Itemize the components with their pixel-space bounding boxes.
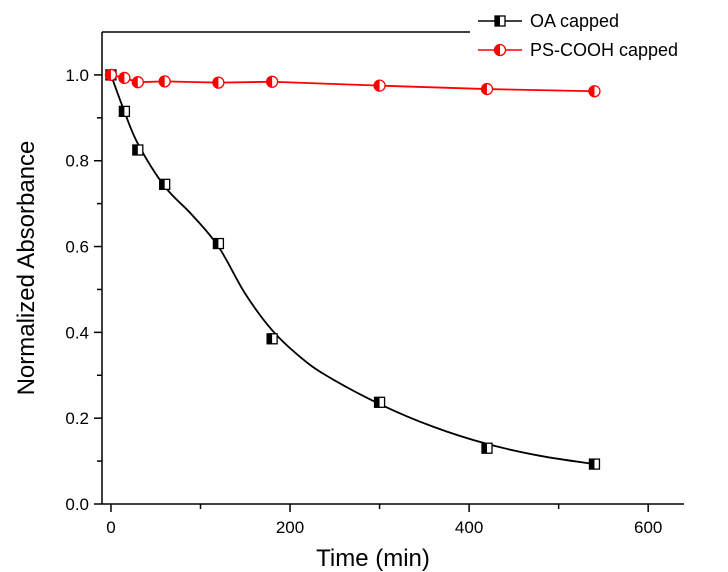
legend-marker-ps xyxy=(493,43,507,57)
data-point-ps-cooh-capped xyxy=(118,71,131,85)
legend-label-ps: PS-COOH capped xyxy=(530,40,678,60)
x-tick-label: 0 xyxy=(106,518,115,537)
series-line-ps-cooh-capped xyxy=(110,74,595,93)
x-axis-ticks: 0 200 400 600 xyxy=(106,504,662,537)
data-point-ps-cooh-capped xyxy=(265,75,279,88)
legend-marker-oa xyxy=(494,15,506,27)
y-tick-label: 0.2 xyxy=(65,409,89,428)
data-point-ps-cooh-capped xyxy=(104,68,118,82)
y-axis-ticks: 0.0 0.2 0.4 0.6 0.8 1.0 xyxy=(65,66,102,514)
x-tick-label: 200 xyxy=(276,518,304,537)
legend-square-marker xyxy=(494,15,506,27)
data-point-oa-capped xyxy=(159,178,171,190)
legend: OA capped PS-COOH capped xyxy=(478,11,678,60)
data-point-ps-cooh-capped xyxy=(158,75,171,88)
data-point-oa-capped xyxy=(588,458,601,470)
x-tick-label: 400 xyxy=(455,518,483,537)
fit-curve-oa-capped xyxy=(110,74,595,465)
plot-frame xyxy=(101,31,684,505)
x-axis-title: Time (min) xyxy=(316,545,430,572)
data-point-oa-capped xyxy=(118,105,131,118)
x-tick-label: 600 xyxy=(634,518,662,537)
series-lines xyxy=(110,74,595,465)
data-point-ps-cooh-capped xyxy=(373,79,386,92)
y-tick-label: 0.6 xyxy=(65,238,89,257)
data-point-ps-cooh-capped xyxy=(131,76,144,89)
y-tick-label: 0.4 xyxy=(65,323,89,342)
data-point-oa-capped xyxy=(212,237,225,250)
data-point-ps-cooh-capped xyxy=(588,85,601,98)
series-markers xyxy=(104,68,601,470)
data-point-oa-capped xyxy=(132,144,144,156)
y-axis-title: Normalized Absorbance xyxy=(13,141,40,396)
legend-label-oa: OA capped xyxy=(530,11,619,31)
data-point-oa-capped xyxy=(373,396,386,408)
data-point-ps-cooh-capped xyxy=(212,76,225,89)
y-tick-label: 0.8 xyxy=(65,152,89,171)
y-tick-label: 1.0 xyxy=(65,66,89,85)
y-tick-label: 0.0 xyxy=(65,495,89,514)
data-point-oa-capped xyxy=(266,333,278,345)
data-point-ps-cooh-capped xyxy=(480,82,494,96)
legend-circle-marker xyxy=(493,43,507,57)
data-point-oa-capped xyxy=(481,442,493,454)
